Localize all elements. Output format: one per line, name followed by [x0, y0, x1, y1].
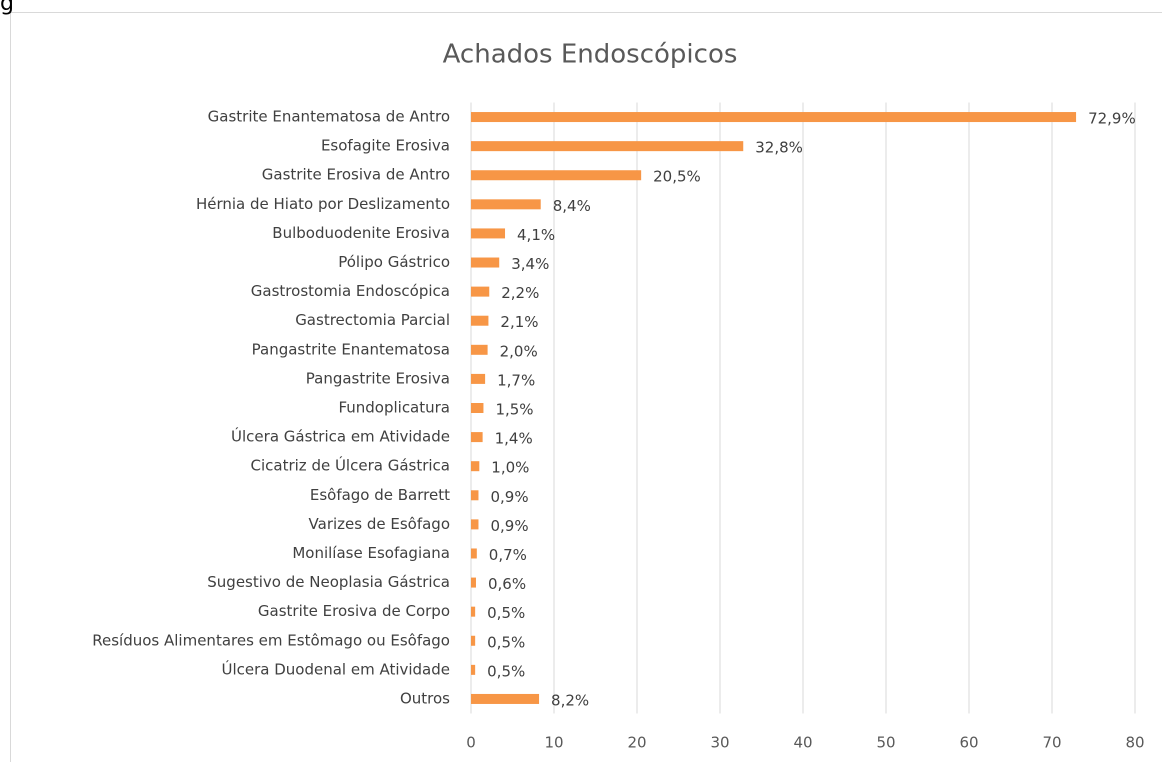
bar	[471, 577, 476, 588]
value-label: 2,2%	[501, 284, 539, 302]
y-tick-label: Varizes de Esôfago	[309, 515, 450, 533]
bar	[471, 490, 479, 501]
value-label: 8,2%	[551, 691, 589, 709]
value-label: 0,5%	[487, 604, 525, 622]
bar	[471, 403, 484, 413]
bar	[471, 112, 1077, 123]
value-label: 0,9%	[490, 517, 528, 535]
bar	[471, 344, 488, 355]
value-label: 1,5%	[495, 401, 533, 419]
y-tick-label: Gastrite Erosiva de Corpo	[258, 602, 450, 620]
bar	[471, 228, 506, 239]
value-label: 32,8%	[755, 139, 803, 157]
x-tick-label: 40	[793, 734, 812, 752]
bar	[471, 373, 486, 384]
bar	[471, 635, 476, 646]
y-tick-label: Bulboduodenite Erosiva	[272, 224, 450, 242]
bar	[471, 141, 744, 152]
y-tick-label: Fundoplicatura	[338, 399, 450, 417]
y-tick-label: Sugestivo de Neoplasia Gástrica	[207, 573, 450, 591]
y-tick-label: Úlcera Duodenal em Atividade	[221, 659, 450, 678]
bar	[471, 519, 479, 530]
value-label: 0,7%	[489, 546, 527, 564]
y-tick-label: Outros	[400, 689, 450, 707]
x-tick-label: 80	[1125, 734, 1144, 752]
chart-title: Achados Endoscópicos	[443, 40, 738, 70]
bar	[471, 257, 500, 268]
chart-border	[10, 12, 1162, 762]
bar	[471, 170, 642, 181]
x-tick-label: 10	[544, 734, 563, 752]
value-label: 2,1%	[500, 313, 538, 331]
value-label: 1,0%	[491, 459, 529, 477]
value-label: 3,4%	[511, 255, 549, 273]
value-label: 20,5%	[653, 168, 701, 186]
y-tick-label: Esôfago de Barrett	[310, 486, 450, 504]
x-tick-label: 60	[959, 734, 978, 752]
y-tick-label: Pangastrite Enantematosa	[252, 340, 450, 358]
bar	[471, 664, 476, 675]
bar	[471, 199, 541, 210]
bar	[471, 315, 489, 326]
x-tick-label: 20	[627, 734, 646, 752]
y-tick-label: Gastrite Enantematosa de Antro	[208, 108, 450, 126]
bar	[471, 461, 480, 472]
y-tick-label: Pangastrite Erosiva	[306, 369, 450, 387]
y-tick-label: Resíduos Alimentares em Estômago ou Esôf…	[92, 631, 450, 649]
y-tick-label: Esofagite Erosiva	[321, 137, 450, 155]
bar	[471, 548, 477, 559]
y-tick-label: Monilíase Esofagiana	[292, 544, 450, 562]
value-label: 0,5%	[487, 662, 525, 680]
value-label: 72,9%	[1088, 110, 1136, 128]
bar	[471, 693, 540, 704]
y-tick-label: Gastrectomia Parcial	[295, 311, 450, 329]
y-tick-label: Hérnia de Hiato por Deslizamento	[196, 195, 450, 213]
y-tick-label: Úlcera Gástrica em Atividade	[231, 427, 450, 446]
y-tick-label: Gastrite Erosiva de Antro	[262, 166, 450, 184]
value-label: 2,0%	[500, 342, 538, 360]
x-tick-label: 70	[1042, 734, 1061, 752]
x-tick-label: 0	[466, 734, 476, 752]
value-label: 0,9%	[490, 488, 528, 506]
bar	[471, 432, 483, 443]
y-tick-label: Pólipo Gástrico	[338, 253, 450, 271]
y-tick-label: Gastrostomia Endoscópica	[251, 282, 450, 300]
value-label: 8,4%	[553, 197, 591, 215]
value-label: 4,1%	[517, 226, 555, 244]
x-tick-label: 50	[876, 734, 895, 752]
value-label: 0,6%	[488, 575, 526, 593]
value-label: 1,4%	[495, 430, 533, 448]
value-label: 1,7%	[497, 371, 535, 389]
x-tick-label: 30	[710, 734, 729, 752]
bar	[471, 286, 490, 297]
corner-fragment: g	[0, 0, 14, 16]
y-tick-label: Cicatriz de Úlcera Gástrica	[251, 456, 451, 475]
value-label: 0,5%	[487, 633, 525, 651]
bar	[471, 606, 476, 617]
